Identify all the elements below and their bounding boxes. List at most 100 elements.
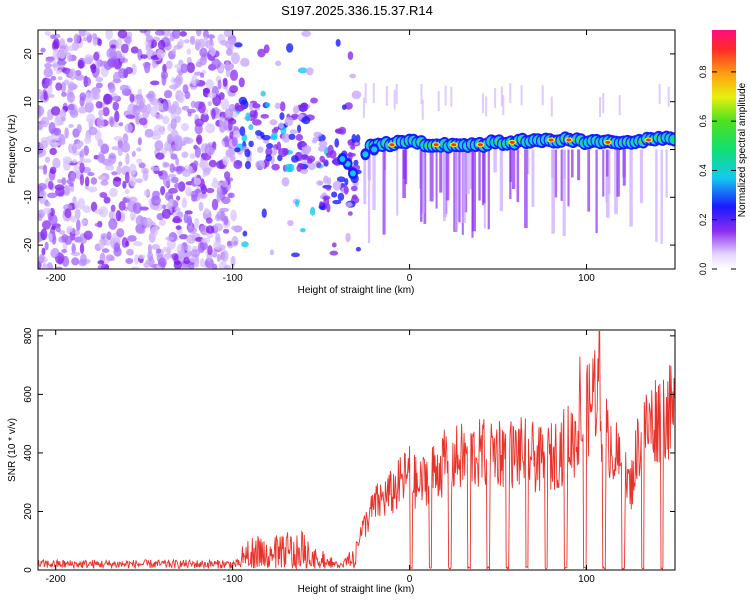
heatmap-cell [205, 217, 213, 224]
heatmap-cell [179, 31, 187, 37]
heatmap-streak [446, 149, 450, 201]
heatmap-cell [74, 208, 81, 220]
snr-panel: -200 -100 0 100 0 200 400 600 800 Height of stra… [7, 327, 676, 595]
heatmap-cell [313, 131, 322, 138]
heatmap-cell [306, 67, 314, 76]
heatmap-cell [190, 249, 201, 258]
heatmap-cell [316, 162, 322, 168]
heatmap-cell [331, 242, 337, 248]
heatmap-cell [194, 217, 200, 229]
heatmap-streak [364, 83, 367, 104]
heatmap-cell [139, 104, 148, 113]
heatmap-cell [279, 101, 286, 112]
heatmap-cell [102, 106, 110, 117]
heatmap-cell [281, 133, 291, 143]
heatmap-cell [248, 124, 254, 131]
heatmap-cell [234, 147, 241, 153]
figure-title: S197.2025.336.15.37.R14 [281, 3, 433, 18]
heatmap-streak [602, 93, 605, 114]
heatmap-cell [228, 192, 235, 199]
heatmap-cell [95, 58, 101, 71]
heatmap-cell [63, 79, 70, 86]
heatmap-cell [110, 44, 116, 49]
heatmap-cell [97, 260, 105, 265]
heatmap-cell [106, 48, 115, 59]
heatmap-cell [284, 163, 293, 173]
heatmap-cell [329, 149, 337, 159]
heatmap-cell [345, 232, 351, 243]
heatmap-cell [135, 215, 144, 227]
heatmap-cell [124, 36, 132, 44]
spectrogram-ytick-label: 20 [23, 48, 34, 60]
colorbar-tick-label: 0.0 [698, 263, 708, 276]
heatmap-cell [278, 148, 288, 158]
heatmap-cell [129, 196, 138, 203]
heatmap-cell [269, 119, 278, 126]
heatmap-cell [125, 153, 130, 165]
spectrogram-xlabel: Height of straight line (km) [298, 285, 415, 296]
heatmap-streak [485, 96, 488, 117]
colorbar-ticks: 0.0 0.2 0.4 0.6 0.8 [698, 66, 736, 276]
heatmap-cell [74, 145, 82, 150]
heatmap-cell [307, 162, 316, 171]
heatmap-streak [616, 149, 620, 197]
heatmap-cell [49, 147, 57, 156]
heatmap-cell [194, 38, 201, 51]
heatmap-cell [208, 159, 217, 168]
heatmap-cell [154, 140, 164, 151]
heatmap-cell [52, 141, 60, 147]
heatmap-cell [162, 204, 167, 210]
snr-xlabel: Height of straight line (km) [298, 584, 415, 595]
heatmap-cell [66, 37, 73, 43]
heatmap-cell [260, 113, 269, 119]
heatmap-cell [108, 116, 115, 126]
heatmap-cell [170, 129, 179, 142]
heatmap-cell [341, 104, 347, 110]
heatmap-cell [55, 266, 63, 269]
heatmap-cell [180, 63, 189, 74]
heatmap-cell [98, 109, 104, 117]
heatmap-cell [101, 248, 110, 253]
heatmap-streak [437, 91, 440, 112]
heatmap-streak [443, 149, 446, 221]
heatmap-cell [155, 152, 165, 160]
heatmap-cell [186, 62, 196, 74]
heatmap-cell [256, 146, 264, 153]
heatmap-streak [439, 149, 443, 193]
heatmap-cell [113, 177, 122, 182]
heatmap-cell [61, 248, 68, 254]
heatmap-cell [98, 238, 105, 250]
heatmap-streak [665, 149, 668, 198]
heatmap-cell [110, 204, 116, 212]
heatmap-streak [551, 149, 554, 178]
heatmap-cell [174, 138, 182, 151]
heatmap-cell [335, 128, 344, 134]
heatmap-cell [114, 110, 120, 123]
heatmap-cell [211, 180, 222, 189]
heatmap-cell [145, 93, 154, 99]
heatmap-cell [181, 263, 188, 269]
heatmap-cell [123, 68, 129, 77]
heatmap-cell [96, 116, 105, 129]
heatmap-cell [311, 139, 318, 144]
heatmap-cell [70, 215, 77, 223]
heatmap-cell [175, 195, 181, 201]
heatmap-streak [393, 89, 396, 110]
heatmap-cell [195, 78, 200, 84]
heatmap-cell [118, 201, 126, 211]
heatmap-cell [62, 185, 71, 196]
heatmap-cell [224, 135, 229, 148]
heatmap-cell [56, 60, 67, 66]
heatmap-cell [131, 63, 137, 76]
heatmap-cell [51, 225, 56, 231]
heatmap-cell [137, 254, 146, 259]
snr-xtick-label: 100 [578, 574, 595, 585]
heatmap-cell [215, 232, 221, 243]
heatmap-cell [347, 211, 353, 216]
heatmap-cell [270, 132, 278, 139]
heatmap-streak [509, 83, 512, 104]
heatmap-cell [62, 156, 72, 165]
heatmap-cell [157, 257, 167, 268]
heatmap-cell [143, 217, 153, 228]
heatmap-cell [223, 215, 229, 226]
